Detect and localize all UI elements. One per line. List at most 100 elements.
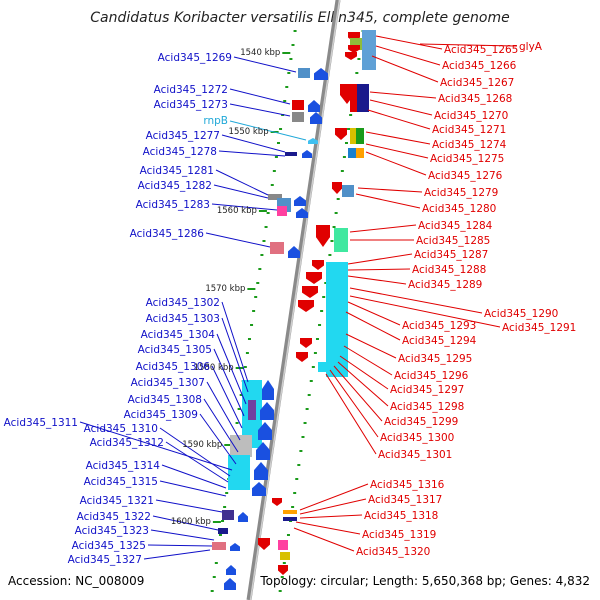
right-tick xyxy=(332,226,336,228)
right-gene-label: Acid345_1294 xyxy=(402,335,477,347)
left-gene-label: Acid345_1312 xyxy=(90,437,164,449)
left-leader xyxy=(229,103,291,117)
right-tick xyxy=(355,72,359,74)
left-tick xyxy=(221,520,225,522)
left-tick xyxy=(247,338,251,340)
right-tick xyxy=(301,436,305,438)
left-leader xyxy=(233,56,297,73)
left-gene-label: Acid345_1325 xyxy=(72,540,146,552)
gene-box xyxy=(357,84,369,112)
gene-box xyxy=(362,30,376,70)
left-gene-label: Acid345_1269 xyxy=(158,52,232,64)
left-tick xyxy=(264,226,268,228)
left-tick xyxy=(252,310,256,312)
right-tick xyxy=(295,478,299,480)
right-tick xyxy=(328,254,332,256)
gene-arrow-forward xyxy=(226,565,236,575)
left-leader xyxy=(218,150,286,157)
right-tick xyxy=(307,394,311,396)
gene-box xyxy=(298,68,310,78)
left-gene-label: Acid345_1303 xyxy=(146,313,220,325)
left-gene-label: Acid345_1304 xyxy=(141,329,216,341)
right-leader xyxy=(295,521,361,535)
left-tick xyxy=(276,142,280,144)
right-leader xyxy=(347,268,411,271)
right-leader xyxy=(369,91,437,99)
right-tick xyxy=(342,156,346,158)
right-leader xyxy=(371,55,439,83)
gene-box xyxy=(228,455,250,490)
left-leader xyxy=(143,549,211,560)
right-gene-label: Acid345_1298 xyxy=(390,401,464,413)
right-tick xyxy=(324,282,328,284)
left-tick xyxy=(237,408,241,410)
left-tick xyxy=(272,170,276,172)
left-leader xyxy=(165,441,229,483)
right-tick xyxy=(299,450,303,452)
right-leader xyxy=(375,45,441,66)
left-gene-label: Acid345_1323 xyxy=(75,525,149,537)
left-tick xyxy=(289,58,293,60)
gene-arrow-forward xyxy=(224,578,236,590)
gene-arrow-reverse xyxy=(332,182,342,194)
left-tick xyxy=(293,30,297,32)
right-gene-label: Acid345_1288 xyxy=(412,264,486,276)
left-leader xyxy=(229,88,291,105)
gene-box xyxy=(268,194,282,200)
left-tick xyxy=(243,366,247,368)
left-tick xyxy=(256,282,260,284)
right-gene-label: Acid345_1320 xyxy=(356,546,430,558)
left-tick xyxy=(235,422,239,424)
gene-box xyxy=(350,84,358,112)
right-tick xyxy=(349,114,353,116)
left-tick xyxy=(225,492,229,494)
gene-arrow-reverse xyxy=(302,286,318,298)
gene-box xyxy=(350,128,358,144)
left-leader xyxy=(155,499,223,513)
left-tick xyxy=(285,86,289,88)
left-tick xyxy=(270,184,274,186)
genome-summary-text: Topology: circular; Length: 5,650,368 bp… xyxy=(260,574,590,588)
gene-arrow-reverse xyxy=(312,260,324,270)
left-tick xyxy=(223,506,227,508)
left-leader xyxy=(159,480,227,497)
left-gene-label: Acid345_1309 xyxy=(124,409,198,421)
right-gene-label: Acid345_1268 xyxy=(438,93,512,105)
left-leader xyxy=(147,544,213,547)
leader-layer xyxy=(79,35,518,560)
right-tick xyxy=(340,170,344,172)
left-gene-label: Acid345_1322 xyxy=(77,511,151,523)
gene-arrow-forward xyxy=(252,482,266,496)
gene-arrow-forward xyxy=(258,422,272,440)
gene-arrow-reverse xyxy=(306,272,322,284)
gene-box xyxy=(212,542,226,550)
label-layer: 1540 kbp 1550 kbp 1560 kbp 1570 kbp 1580 kbp… xyxy=(4,41,577,566)
gene-arrow-forward xyxy=(302,150,312,158)
right-leader xyxy=(333,365,383,422)
right-gene-label: Acid345_1299 xyxy=(384,416,458,428)
left-gene-label: Acid345_1278 xyxy=(143,146,217,158)
right-tick xyxy=(282,562,286,564)
kbp-tick xyxy=(212,521,221,523)
gene-arrow-forward xyxy=(288,246,300,258)
right-tick xyxy=(320,310,324,312)
right-tick xyxy=(322,296,326,298)
gene-arrow-reverse xyxy=(348,45,360,53)
gene-box xyxy=(334,228,348,252)
right-gene-label: Acid345_1293 xyxy=(402,320,476,332)
right-gene-label: Acid345_1271 xyxy=(432,124,506,136)
right-leader xyxy=(347,253,413,265)
gene-arrow-forward xyxy=(296,208,308,218)
right-leader xyxy=(349,287,483,314)
right-tick xyxy=(347,128,351,130)
left-leader xyxy=(150,529,215,541)
left-gene-label: Acid345_1311 xyxy=(4,417,78,429)
left-tick xyxy=(214,562,218,564)
right-gene-label: Acid345_1266 xyxy=(442,60,517,72)
gene-arrow-forward xyxy=(256,442,270,460)
right-tick xyxy=(278,590,282,592)
right-gene-label: Acid345_1276 xyxy=(428,170,503,182)
right-leader xyxy=(365,131,431,145)
left-leader xyxy=(79,421,233,471)
